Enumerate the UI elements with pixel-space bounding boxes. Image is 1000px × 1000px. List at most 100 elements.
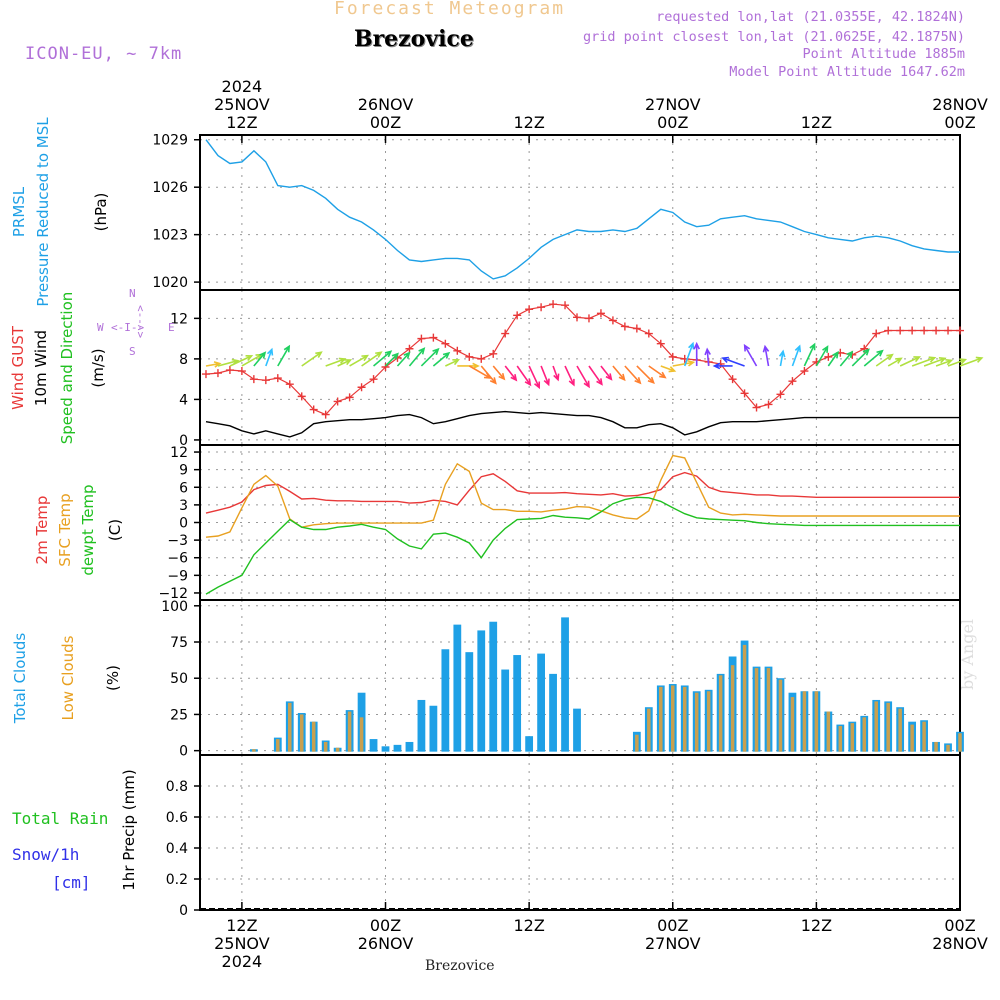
snow-unit-label: [cm] <box>52 873 91 892</box>
x-tick-label-top: 28NOV <box>932 95 988 114</box>
low-cloud-bar <box>694 692 699 752</box>
y-tick-label: 3 <box>179 498 188 514</box>
panel-3: −12 −9−6 −30 3 69 12 <box>158 444 961 602</box>
low-cloud-bar <box>946 744 950 752</box>
gust-marker <box>824 352 833 361</box>
gust-marker <box>249 375 258 384</box>
y-tick-label: −6 <box>167 551 188 567</box>
low-cloud-bar <box>802 691 807 752</box>
low-cloud-bar <box>635 734 639 752</box>
wind-arrow <box>277 344 291 367</box>
wind-arrow <box>636 365 655 385</box>
wind-arrow <box>337 359 353 367</box>
panel-4: 0 25 50 75 100 <box>161 599 964 760</box>
total-cloud-bar <box>549 673 557 752</box>
gust-marker <box>584 314 593 323</box>
gust-marker <box>453 346 462 355</box>
panel-frame <box>199 289 961 446</box>
wind-arrow <box>301 351 323 367</box>
requested-coords: requested lon,lat (21.0355E, 42.1824N) <box>656 9 965 25</box>
low-cloud-bar <box>754 668 759 752</box>
y-tick-label: 12 <box>170 445 188 461</box>
y-tick-label: 75 <box>170 635 188 651</box>
wind-arrow <box>704 347 711 367</box>
low-cloud-bar <box>347 711 352 752</box>
low-cloud-bar <box>838 726 843 752</box>
low-cloud-bar <box>311 721 316 752</box>
low-cloud-bar <box>647 708 651 752</box>
model-altitude: Model Point Altitude 1647.62m <box>729 64 965 80</box>
wind-arrow <box>432 351 451 367</box>
y-tick-label: 0.8 <box>166 779 188 795</box>
panel3-label: (C) <box>106 519 124 541</box>
x-tick-label-bottom: 25NOV <box>214 934 270 953</box>
gust-marker <box>776 390 785 399</box>
x-tick-label-top: 25NOV <box>214 95 270 114</box>
gust-marker <box>788 377 797 386</box>
wind-arrow <box>827 350 839 367</box>
low-cloud-bar <box>659 686 663 752</box>
panel-frame <box>199 134 961 291</box>
x-tick-label-bottom: 00Z <box>657 916 688 935</box>
x-tick-label-bottom: 28NOV <box>932 934 988 953</box>
y-tick-label: 0 <box>179 744 188 760</box>
gust-marker <box>441 339 450 348</box>
station-title: Brezovice <box>354 26 474 52</box>
gridpoint-coords: grid point closest lon,lat (21.0625E, 42… <box>582 29 965 45</box>
total-cloud-bar <box>393 744 402 752</box>
gust-marker <box>920 326 929 335</box>
wind-arrow <box>791 344 802 367</box>
gust-marker <box>573 313 582 322</box>
model-label: ICON-EU, ~ 7km <box>25 44 183 64</box>
gust-marker <box>740 389 749 398</box>
gust-marker <box>932 326 941 335</box>
gust-marker <box>489 349 498 358</box>
temp2m-line <box>205 471 960 514</box>
low-cloud-bar <box>359 717 364 752</box>
low-cloud-bar <box>778 679 783 752</box>
panel1-label: (hPa) <box>92 193 110 232</box>
gust-marker <box>656 339 665 348</box>
time-axis: 202425NOV12Z12Z25NOV202426NOV00Z00Z26NOV… <box>214 77 988 971</box>
compass-ew-arrow: <-I-> <box>111 321 144 334</box>
wind-arrow <box>217 358 240 367</box>
panel-5: 0 0.2 0.4 0.6 0.8 <box>166 754 961 919</box>
wind-arrow <box>229 355 254 367</box>
total-cloud-bar <box>477 630 486 752</box>
wind-arrow <box>325 357 347 367</box>
compass-n: N <box>129 287 136 300</box>
y-tick-label: 1029 <box>152 133 188 149</box>
gust-marker <box>800 367 809 376</box>
panel2-label: Speed and Direction <box>58 292 76 445</box>
wind-arrow <box>648 365 667 379</box>
x-tick-label-bottom: 12Z <box>226 916 257 935</box>
y-tick-label: 8 <box>179 352 188 368</box>
x-tick-label-top: 26NOV <box>358 95 414 114</box>
total-cloud-bar <box>381 746 390 752</box>
gust-marker <box>728 375 737 384</box>
panel2-label: (m/s) <box>89 348 107 387</box>
y-tick-label: −3 <box>167 533 188 549</box>
y-tick-label: 0 <box>179 516 188 532</box>
wind-arrow <box>762 344 770 367</box>
low-cloud-bar <box>958 733 962 752</box>
x-tick-label-bottom: 00Z <box>944 916 975 935</box>
wind-arrow <box>528 365 541 390</box>
panel3-label: SFC Temp <box>56 493 74 566</box>
wind-arrow <box>504 365 518 382</box>
low-cloud-bar <box>671 685 675 752</box>
wind-arrow <box>349 354 370 367</box>
gust-marker <box>944 326 953 335</box>
wind-arrow <box>923 357 947 367</box>
y-tick-label: 0.2 <box>166 872 188 888</box>
gust-marker <box>477 354 486 363</box>
wind-arrow <box>935 358 954 367</box>
gust-marker <box>561 301 570 310</box>
total-cloud-bar <box>465 652 474 752</box>
gust-marker <box>261 376 270 385</box>
y-tick-label: 0 <box>179 433 188 449</box>
gust-marker <box>429 333 438 342</box>
wind-arrow <box>540 365 550 387</box>
wind-arrow <box>875 353 894 367</box>
gust-marker <box>537 303 546 312</box>
